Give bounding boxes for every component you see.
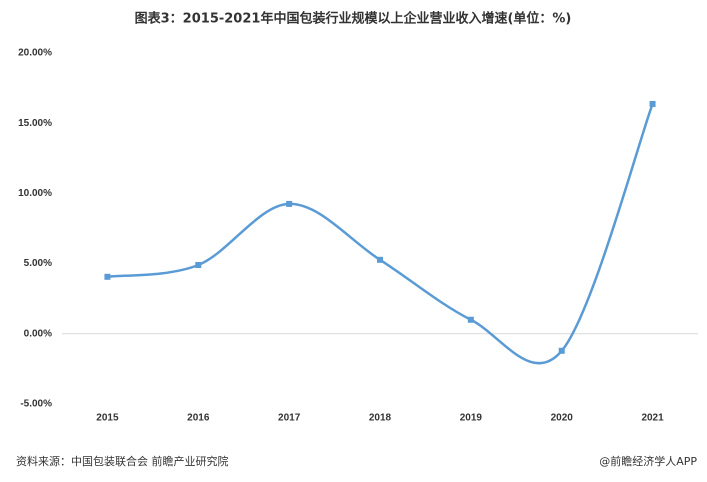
chart-title: 图表3：2015-2021年中国包装行业规模以上企业营业收入增速(单位：%) (135, 11, 572, 27)
y-tick-label: 20.00% (18, 48, 52, 59)
y-tick-label: 10.00% (18, 188, 52, 199)
series-line (107, 103, 654, 365)
point-marker (377, 256, 383, 263)
point-marker (649, 100, 656, 107)
x-tick-label: 2020 (551, 413, 574, 424)
x-tick-label: 2018 (369, 413, 392, 424)
x-tick-label: 2019 (460, 413, 483, 424)
point-marker (104, 273, 111, 280)
y-tick-label: 5.00% (24, 258, 52, 269)
point-marker (286, 200, 293, 207)
x-tick-label: 2021 (641, 413, 664, 424)
point-marker (195, 262, 202, 269)
point-marker (558, 347, 565, 354)
x-tick-label: 2015 (96, 413, 119, 424)
y-tick-label: -5.00% (20, 399, 52, 410)
y-tick-label: 15.00% (18, 118, 52, 129)
x-tick-label: 2017 (278, 413, 301, 424)
y-tick-label: 0.00% (24, 328, 52, 339)
credit: @前瞻经济学人APP (599, 454, 697, 468)
point-marker (467, 316, 474, 323)
x-tick-label: 2016 (187, 413, 210, 424)
source-note: 资料来源：中国包装联合会 前瞻产业研究院 (16, 454, 229, 468)
